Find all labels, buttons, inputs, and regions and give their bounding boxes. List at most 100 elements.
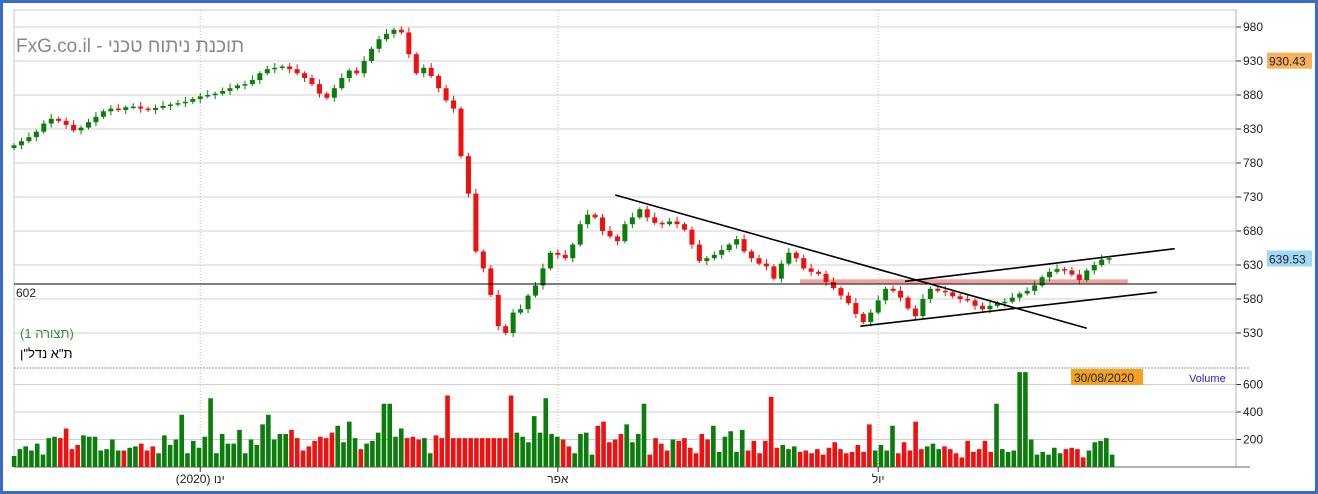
volume-bar	[942, 446, 947, 467]
volume-bar	[445, 395, 450, 467]
volume-bar	[780, 445, 785, 467]
candle-body	[115, 108, 121, 111]
cursor-date-badge	[1071, 369, 1143, 385]
volume-bar	[624, 424, 629, 467]
candle-body	[816, 271, 822, 274]
volume-bar	[670, 439, 676, 467]
candle-body	[845, 295, 851, 304]
legend-instrument: ת"א נדל"ן	[20, 346, 73, 361]
volume-bar	[601, 421, 606, 467]
candle-body	[391, 29, 397, 34]
candle-body	[167, 104, 173, 107]
volume-bar	[242, 453, 248, 467]
volume-bar	[855, 445, 861, 467]
candle-body	[905, 297, 911, 309]
volume-bar	[1052, 447, 1057, 467]
candle-body	[130, 106, 136, 109]
candle-body	[458, 108, 464, 157]
volume-bar	[162, 435, 167, 467]
candle-body	[823, 273, 829, 282]
volume-bar	[283, 434, 289, 467]
volume-bar	[370, 440, 375, 467]
volume-bar	[659, 443, 664, 467]
candle-body	[249, 80, 255, 85]
volume-tick-label: 600	[1243, 378, 1263, 392]
volume-bar	[254, 445, 260, 467]
volume-bar	[514, 432, 520, 467]
candle-body	[220, 90, 226, 94]
candle-body	[160, 105, 166, 108]
candle-body	[682, 224, 687, 230]
volume-bar	[913, 421, 918, 467]
candle-body	[622, 224, 628, 242]
candle-body	[614, 236, 620, 242]
candle-body	[495, 294, 501, 327]
candle-body	[838, 288, 844, 296]
candle-body	[749, 251, 755, 259]
volume-bar	[965, 440, 970, 467]
volume-bar	[404, 438, 410, 467]
volume-bar	[86, 436, 92, 467]
volume-bar	[774, 447, 780, 467]
candle-body	[994, 303, 1000, 306]
volume-bar	[329, 432, 335, 467]
volume-bar	[497, 438, 502, 467]
candle-body	[488, 268, 494, 295]
candle-body	[302, 73, 308, 78]
volume-bar	[976, 449, 982, 467]
candle-body	[570, 244, 576, 259]
candle-body	[965, 299, 971, 301]
cursor-date: 30/08/2020	[1074, 371, 1134, 385]
candle-body	[175, 103, 181, 105]
candle-body	[592, 214, 598, 218]
candle-body	[264, 69, 270, 74]
candle-body	[711, 254, 717, 259]
candle-body	[279, 66, 285, 68]
volume-bar	[520, 436, 525, 467]
candle-body	[771, 266, 777, 279]
candle-body	[436, 75, 442, 89]
volume-bar	[1057, 453, 1063, 467]
volume-bar	[1046, 454, 1051, 467]
candle-body	[756, 258, 762, 264]
time-tick-label: אפר	[547, 472, 569, 486]
price-tick-label: 730	[1243, 190, 1263, 204]
candle-body	[235, 85, 240, 89]
volume-bar	[1000, 449, 1005, 467]
candle-body	[227, 88, 233, 91]
candle-body	[190, 99, 196, 102]
volume-bar	[266, 414, 271, 467]
volume-bar	[323, 438, 329, 467]
candle-body	[421, 67, 427, 74]
volume-bar	[381, 403, 387, 467]
volume-bar	[1109, 454, 1115, 467]
candle-body	[525, 295, 531, 310]
volume-bar	[687, 447, 693, 467]
volume-bar	[1080, 457, 1086, 467]
candle-body	[331, 88, 337, 98]
candle-body	[1061, 269, 1067, 271]
volume-bar	[92, 436, 98, 467]
volume-bar	[398, 428, 404, 467]
volume-bar	[555, 436, 560, 467]
candle-body	[793, 252, 799, 259]
volume-bar	[214, 453, 219, 467]
volume-bar	[953, 453, 959, 467]
candle-body	[607, 231, 613, 237]
volume-bar	[202, 436, 208, 467]
candle-body	[808, 268, 814, 272]
volume-bar	[508, 395, 514, 467]
candle-body	[831, 282, 836, 289]
volume-bar	[791, 446, 797, 467]
volume-bar	[352, 438, 358, 467]
volume-bar	[208, 398, 213, 467]
candle-body	[987, 305, 993, 310]
time-tick-label: ינו (2020)	[176, 472, 225, 486]
candle-body	[629, 217, 635, 225]
volume-bar	[260, 424, 265, 467]
volume-bar	[422, 438, 427, 467]
candle-body	[443, 88, 449, 101]
volume-bar	[786, 449, 791, 467]
volume-bar	[335, 425, 341, 467]
